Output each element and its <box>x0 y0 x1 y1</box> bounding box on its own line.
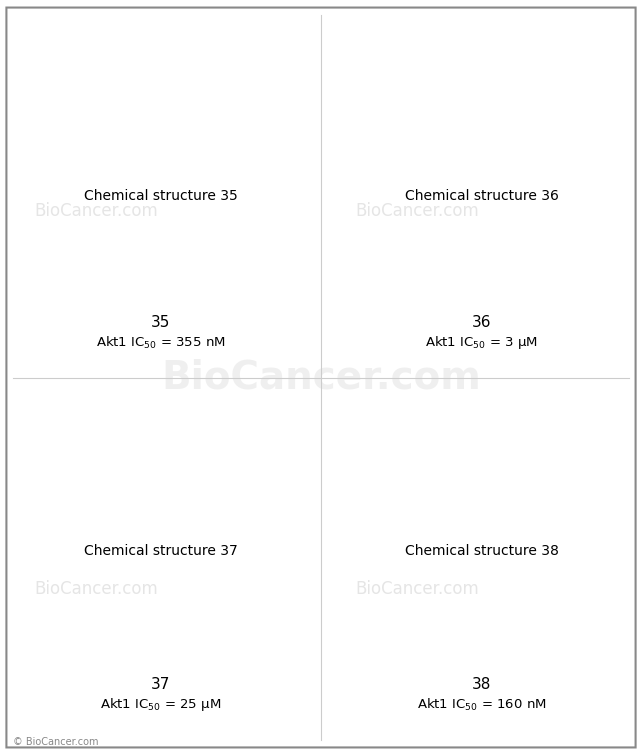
Text: Chemical structure 35: Chemical structure 35 <box>83 190 238 203</box>
Text: Chemical structure 37: Chemical structure 37 <box>83 544 238 558</box>
FancyBboxPatch shape <box>6 8 636 747</box>
Text: BioCancer.com: BioCancer.com <box>35 202 158 220</box>
Text: © BioCancer.com: © BioCancer.com <box>13 738 98 747</box>
Text: 37: 37 <box>151 677 170 692</box>
Text: BioCancer.com: BioCancer.com <box>356 202 479 220</box>
Text: 36: 36 <box>472 315 491 330</box>
Text: Akt1 IC$_{50}$ = 355 nM: Akt1 IC$_{50}$ = 355 nM <box>96 335 225 351</box>
Text: Chemical structure 36: Chemical structure 36 <box>404 190 559 203</box>
Text: BioCancer.com: BioCancer.com <box>356 580 479 598</box>
Text: BioCancer.com: BioCancer.com <box>35 580 158 598</box>
Text: Akt1 IC$_{50}$ = 160 nM: Akt1 IC$_{50}$ = 160 nM <box>417 698 546 713</box>
Text: 38: 38 <box>472 677 491 692</box>
Text: Akt1 IC$_{50}$ = 25 μM: Akt1 IC$_{50}$ = 25 μM <box>100 696 221 713</box>
Text: BioCancer.com: BioCancer.com <box>161 359 481 396</box>
Text: 35: 35 <box>151 315 170 330</box>
Text: Akt1 IC$_{50}$ = 3 μM: Akt1 IC$_{50}$ = 3 μM <box>425 334 538 351</box>
Text: Chemical structure 38: Chemical structure 38 <box>404 544 559 558</box>
